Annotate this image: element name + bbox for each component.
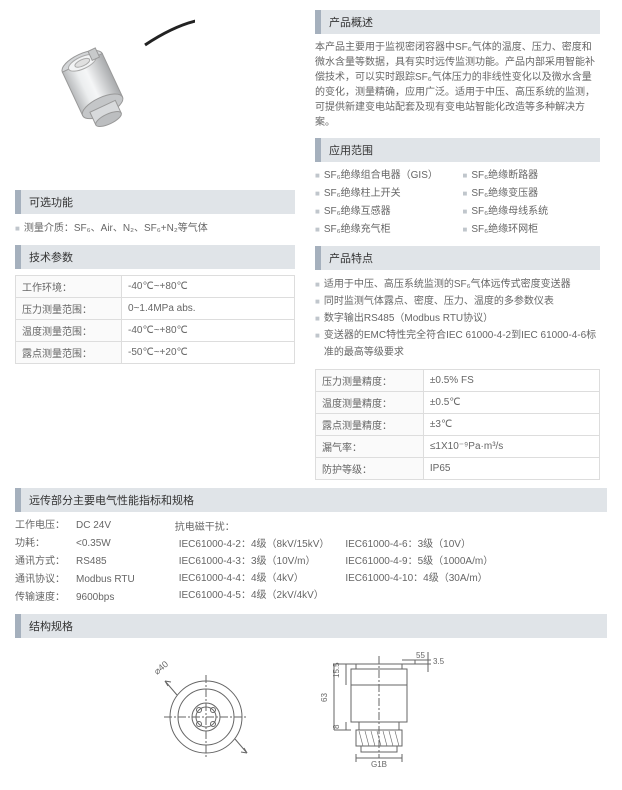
struct-header: 结构规格 (15, 614, 607, 638)
side-view-svg: 55 3.5 15.5 63 8 G1B (301, 652, 471, 772)
tech-table: 工作环境：-40℃~+80℃ 压力测量范围：0~1.4MPa abs. 温度测量… (15, 275, 295, 364)
overview-header: 产品概述 (315, 10, 600, 34)
bottom-view-svg: ⌀40 (151, 657, 271, 767)
product-photo (15, 10, 205, 170)
elec-header: 远传部分主要电气性能指标和规格 (15, 488, 607, 512)
optional-item: 测量介质：SF₆、Air、N₂、SF₆+N₂等气体 (15, 220, 295, 237)
sensor-photo-svg (25, 15, 195, 165)
feature-item: 同时监测气体露点、密度、压力、温度的多参数仪表 (315, 293, 600, 310)
features-list: 适用于中压、高压系统监测的SF₆气体远传式密度变送器 同时监测气体露点、密度、压… (315, 276, 600, 361)
structure-diagrams: ⌀40 (15, 644, 607, 780)
svg-text:55: 55 (416, 652, 425, 660)
scope-list: SF₆绝缘组合电器（GIS） SF₆绝缘断路器 SF₆绝缘柱上开关 SF₆绝缘变… (315, 168, 600, 238)
feature-item: 变送器的EMC特性完全符合IEC 61000-4-2到IEC 61000-4-6… (315, 327, 600, 361)
svg-text:63: 63 (320, 693, 329, 702)
svg-text:8: 8 (332, 724, 341, 729)
scope-item: SF₆绝缘母线系统 (463, 204, 601, 220)
feature-item: 适用于中压、高压系统监测的SF₆气体远传式密度变送器 (315, 276, 600, 293)
accuracy-table: 压力测量精度：±0.5% FS 温度测量精度：±0.5℃ 露点测量精度：±3℃ … (315, 369, 600, 480)
svg-text:G1B: G1B (371, 760, 387, 769)
optional-header: 可选功能 (15, 190, 295, 214)
scope-header: 应用范围 (315, 138, 600, 162)
scope-item: SF₆绝缘互感器 (315, 204, 453, 220)
scope-item: SF₆绝缘柱上开关 (315, 186, 453, 202)
features-header: 产品特点 (315, 246, 600, 270)
tech-header: 技术参数 (15, 245, 295, 269)
svg-text:⌀40: ⌀40 (152, 659, 170, 677)
feature-item: 数字输出RS485（Modbus RTU协议） (315, 310, 600, 327)
scope-item: SF₆绝缘断路器 (463, 168, 601, 184)
scope-item: SF₆绝缘充气柜 (315, 222, 453, 238)
scope-item: SF₆绝缘环网柜 (463, 222, 601, 238)
emc-block: 抗电磁干扰： IEC61000-4-2：4级（8kV/15kV）IEC61000… (175, 518, 496, 606)
elec-kv: 工作电压：DC 24V 功耗：<0.35W 通讯方式：RS485 通讯协议：Mo… (15, 518, 135, 606)
svg-text:3.5: 3.5 (433, 657, 445, 666)
scope-item: SF₆绝缘变压器 (463, 186, 601, 202)
scope-item: SF₆绝缘组合电器（GIS） (315, 168, 453, 184)
svg-text:15.5: 15.5 (332, 662, 341, 678)
overview-text: 本产品主要用于监视密闭容器中SF₆气体的温度、压力、密度和微水含量等数据，具有实… (315, 40, 600, 130)
